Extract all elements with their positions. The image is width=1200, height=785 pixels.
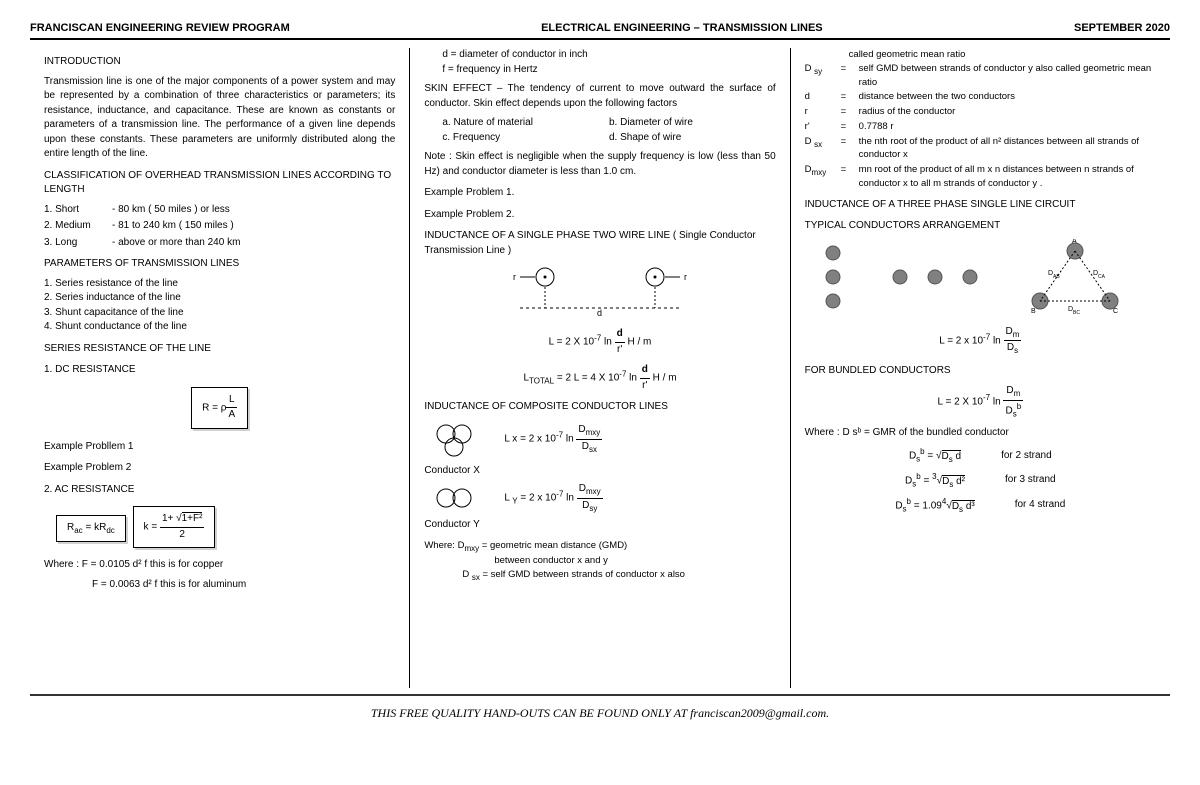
page-header: FRANCISCAN ENGINEERING REVIEW PROGRAM EL… xyxy=(30,22,1170,40)
where-f-copper: Where : F = 0.0105 d² f this is for copp… xyxy=(44,558,395,573)
header-center: ELECTRICAL ENGINEERING – TRANSMISSION LI… xyxy=(541,22,823,34)
conductor-y-icon xyxy=(424,483,484,513)
conductor-x-icon xyxy=(424,420,484,460)
params-heading: PARAMETERS OF TRANSMISSION LINES xyxy=(44,257,395,272)
param-4: 4. Shunt conductance of the line xyxy=(44,320,395,335)
column-3: called geometric mean ratio D sy=self GM… xyxy=(791,48,1170,688)
skin-factors: a. Nature of materialb. Diameter of wire… xyxy=(424,116,775,145)
param-1: 1. Series resistance of the line xyxy=(44,277,395,292)
composite-heading: INDUCTANCE OF COMPOSITE CONDUCTOR LINES xyxy=(424,400,775,415)
arrangements-diagram: ABC DAB DCA DBC xyxy=(805,239,1145,319)
skin-note: Note : Skin effect is negligible when th… xyxy=(424,150,775,179)
inductance-heading: INDUCTANCE OF A SINGLE PHASE TWO WIRE LI… xyxy=(424,229,775,258)
header-right: SEPTEMBER 2020 xyxy=(1074,22,1170,34)
conductor-y-label: Conductor Y xyxy=(424,518,775,533)
dsb-4: Dsb = 1.094√Ds d³ for 4 strand xyxy=(805,496,1156,515)
definitions-grid: D sy=self GMD between strands of conduct… xyxy=(805,62,1156,191)
ac-formulas: Rac = kRdc k = 1+ √1+F²2 xyxy=(44,502,395,552)
series-heading: SERIES RESISTANCE OF THE LINE xyxy=(44,342,395,357)
typical-heading: TYPICAL CONDUCTORS ARRANGEMENT xyxy=(805,219,1156,234)
svg-text:CA: CA xyxy=(1098,274,1106,280)
header-left: FRANCISCAN ENGINEERING REVIEW PROGRAM xyxy=(30,22,290,34)
example-2: Example Problem 2 xyxy=(44,461,395,476)
where-dsx: D sx = self GMD between strands of condu… xyxy=(424,568,775,583)
class-row-3: 3. Long- above or more than 240 km xyxy=(44,236,395,251)
bundled-heading: FOR BUNDLED CONDUCTORS xyxy=(805,364,1156,379)
svg-text:B: B xyxy=(1031,308,1036,315)
three-phase-heading: INDUCTANCE OF A THREE PHASE SINGLE LINE … xyxy=(805,198,1156,213)
where-f-aluminum: F = 0.0063 d² f this is for aluminum xyxy=(44,578,395,593)
svg-text:AB: AB xyxy=(1053,274,1060,280)
intro-heading: INTRODUCTION xyxy=(44,55,395,70)
svg-text:C: C xyxy=(1113,308,1118,315)
example-prob-2: Example Problem 2. xyxy=(424,208,775,223)
ac-heading: 2. AC RESISTANCE xyxy=(44,483,395,498)
class-row-2: 2. Medium- 81 to 240 km ( 150 miles ) xyxy=(44,219,395,234)
intro-text: Transmission line is one of the major co… xyxy=(44,75,395,162)
svg-text:d: d xyxy=(597,308,602,318)
dc-formula-box: R = ρLA xyxy=(44,383,395,433)
dsb-2: Dsb = √Ds d for 2 strand xyxy=(805,446,1156,465)
class-row-1: 1. Short- 80 km ( 50 miles ) or less xyxy=(44,203,395,218)
footer-text: THIS FREE QUALITY HAND-OUTS CAN BE FOUND… xyxy=(30,696,1170,731)
svg-text:r: r xyxy=(513,272,516,282)
where-dmxy: Where: Dmxy = geometric mean distance (G… xyxy=(424,539,775,568)
ly-formula: L Y = 2 x 10-7 ln DmxyDsy xyxy=(504,482,602,514)
classification-heading: CLASSIFICATION OF OVERHEAD TRANSMISSION … xyxy=(44,169,395,198)
param-2: 2. Series inductance of the line xyxy=(44,291,395,306)
dc-heading: 1. DC RESISTANCE xyxy=(44,363,395,378)
d-def: d = diameter of conductor in inch xyxy=(424,48,775,63)
ltotal-formula: LTOTAL = 2 L = 4 X 10-7 ln dr' H / m xyxy=(424,363,775,393)
svg-text:BC: BC xyxy=(1073,310,1080,316)
ac-formula-1: Rac = kRdc xyxy=(56,515,126,543)
two-wire-diagram: r r d xyxy=(490,263,710,321)
conductor-x-row: L x = 2 x 10-7 ln DmxyDsx xyxy=(424,420,775,460)
where-dsb: Where : D sᵇ = GMR of the bundled conduc… xyxy=(805,426,1156,441)
dsb-3: Dsb = 3√Ds d² for 3 strand xyxy=(805,471,1156,490)
l-three-formula: L = 2 x 10-7 ln DmDs xyxy=(805,325,1156,357)
l-bundled-formula: L = 2 X 10-7 ln DmDsb xyxy=(805,384,1156,420)
svg-text:A: A xyxy=(1072,239,1077,245)
gmr-cont: called geometric mean ratio xyxy=(805,48,1156,62)
svg-text:r: r xyxy=(684,272,687,282)
f-def: f = frequency in Hertz xyxy=(424,63,775,78)
column-2: d = diameter of conductor in inch f = fr… xyxy=(410,48,790,688)
conductor-y-row: L Y = 2 x 10-7 ln DmxyDsy xyxy=(424,482,775,514)
skin-effect-text: SKIN EFFECT – The tendency of current to… xyxy=(424,82,775,111)
example-1: Example Probllem 1 xyxy=(44,440,395,455)
column-1: INTRODUCTION Transmission line is one of… xyxy=(30,48,410,688)
lx-formula: L x = 2 x 10-7 ln DmxyDsx xyxy=(504,423,602,455)
content-columns: INTRODUCTION Transmission line is one of… xyxy=(30,48,1170,688)
conductor-x-label: Conductor X xyxy=(424,464,775,479)
param-3: 3. Shunt capacitance of the line xyxy=(44,306,395,321)
example-prob-1: Example Problem 1. xyxy=(424,186,775,201)
ac-formula-2: k = 1+ √1+F²2 xyxy=(133,506,216,548)
dc-formula: R = ρLA xyxy=(191,387,248,429)
l-formula: L = 2 X 10-7 ln dr' H / m xyxy=(424,327,775,357)
